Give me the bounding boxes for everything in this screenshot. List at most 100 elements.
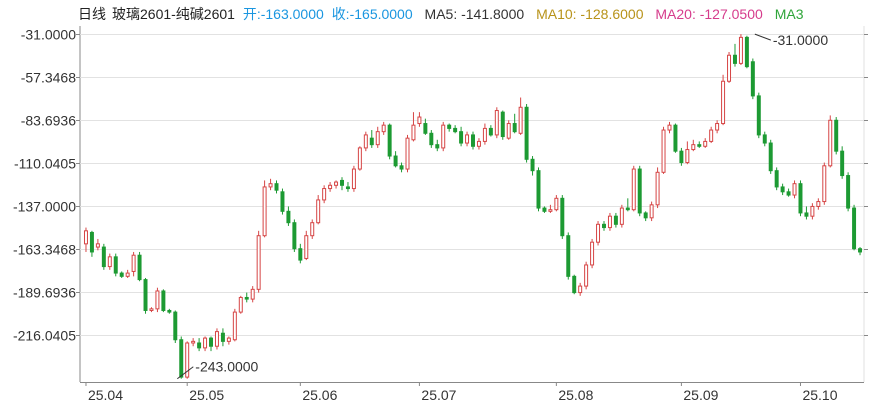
candle-body: [375, 131, 380, 146]
close-value: -165.0000: [349, 6, 413, 22]
candle-body: [310, 222, 315, 237]
open-value: -163.0000: [260, 6, 324, 22]
candle-body: [137, 254, 142, 281]
ma10-value: -128.6000: [580, 6, 644, 22]
annotation-label: -243.0000: [195, 359, 258, 375]
candle-body: [274, 183, 279, 191]
candle-body: [691, 144, 696, 151]
grid-lines: [76, 26, 868, 383]
candle-body: [417, 116, 422, 125]
candle-body: [381, 124, 386, 133]
candle-body: [357, 147, 362, 170]
annotation-arrow: [754, 33, 772, 41]
candle-body: [345, 186, 350, 190]
candle-body: [500, 111, 505, 138]
candle-body: [810, 205, 815, 217]
candle-body: [268, 183, 273, 188]
candle-body: [328, 184, 333, 190]
candle-body: [667, 124, 672, 131]
candle-body: [459, 131, 464, 144]
candle-body: [250, 288, 255, 300]
candle-body: [393, 155, 398, 167]
candle-body: [584, 264, 589, 287]
candle-body: [554, 197, 559, 211]
candle-body: [107, 256, 112, 268]
candle-series: [83, 34, 863, 379]
candle-body: [512, 123, 517, 133]
candle-body: [351, 168, 356, 190]
symbol-label: 玻璃2601-纯碱2601: [112, 6, 235, 22]
ma5-value: -141.8000: [461, 6, 525, 22]
candle-body: [83, 230, 88, 245]
candle-body: [572, 275, 577, 294]
ma30-label: MA3: [774, 6, 804, 22]
candle-body: [214, 331, 219, 347]
candle-body: [560, 197, 565, 237]
candle-body: [715, 123, 720, 131]
candle-body: [488, 127, 493, 136]
candle-body: [476, 140, 481, 147]
candle-body: [131, 254, 136, 272]
candle-body: [203, 337, 208, 349]
candle-body: [119, 272, 124, 277]
candle-body: [369, 137, 374, 146]
candle-body: [727, 54, 732, 82]
candle-body: [125, 272, 130, 277]
candle-body: [232, 311, 237, 341]
candle-body: [256, 235, 261, 290]
candle-body: [113, 256, 118, 274]
y-tick-label: -31.0000: [21, 27, 76, 43]
candle-body: [750, 61, 755, 97]
candle-body: [732, 54, 737, 64]
candle-body: [631, 168, 636, 211]
candle-body: [756, 95, 761, 136]
x-tick-label: 25.06: [302, 387, 337, 402]
candle-body: [95, 243, 100, 248]
candle-body: [506, 123, 511, 139]
candle-body: [590, 241, 595, 266]
ma5-label: MA5:: [424, 6, 458, 22]
candle-body: [607, 215, 612, 229]
candle-body: [780, 186, 785, 193]
candle-body: [738, 36, 743, 64]
candle-body: [423, 123, 428, 134]
x-tick-label: 25.07: [421, 387, 456, 402]
candle-body: [363, 134, 368, 149]
candle-body: [542, 207, 547, 212]
y-tick-label: -83.6936: [21, 113, 76, 129]
candle-body: [322, 188, 327, 201]
period-label[interactable]: 日线: [78, 6, 106, 22]
candle-body: [602, 223, 606, 229]
x-tick-label: 25.09: [683, 387, 718, 402]
candle-body: [816, 201, 821, 207]
candle-body: [774, 170, 779, 188]
candle-body: [482, 127, 487, 142]
candle-body: [238, 296, 243, 313]
candle-body: [578, 285, 583, 294]
candle-body: [834, 119, 839, 152]
candle-body: [298, 248, 303, 261]
candle-body: [643, 212, 648, 219]
candle-body: [840, 150, 845, 177]
candle-body: [637, 168, 642, 214]
candle-body: [596, 223, 601, 243]
candle-body: [858, 248, 863, 253]
candle-body: [280, 191, 285, 212]
candle-body: [721, 80, 726, 125]
candle-body: [173, 311, 178, 341]
y-tick-label: -189.6936: [13, 285, 76, 301]
candle-body: [447, 124, 452, 129]
candle-body: [566, 235, 571, 277]
ma20-label: MA20:: [655, 6, 696, 22]
candle-body: [304, 235, 309, 259]
x-tick-label: 25.10: [802, 387, 837, 402]
candle-body: [798, 183, 803, 214]
candle-body: [143, 279, 148, 311]
candle-body: [155, 290, 160, 310]
open-label: 开:: [242, 6, 261, 22]
y-tick-label: -137.0000: [13, 199, 76, 215]
candle-body: [768, 142, 773, 172]
x-tick-label: 25.05: [189, 387, 224, 402]
